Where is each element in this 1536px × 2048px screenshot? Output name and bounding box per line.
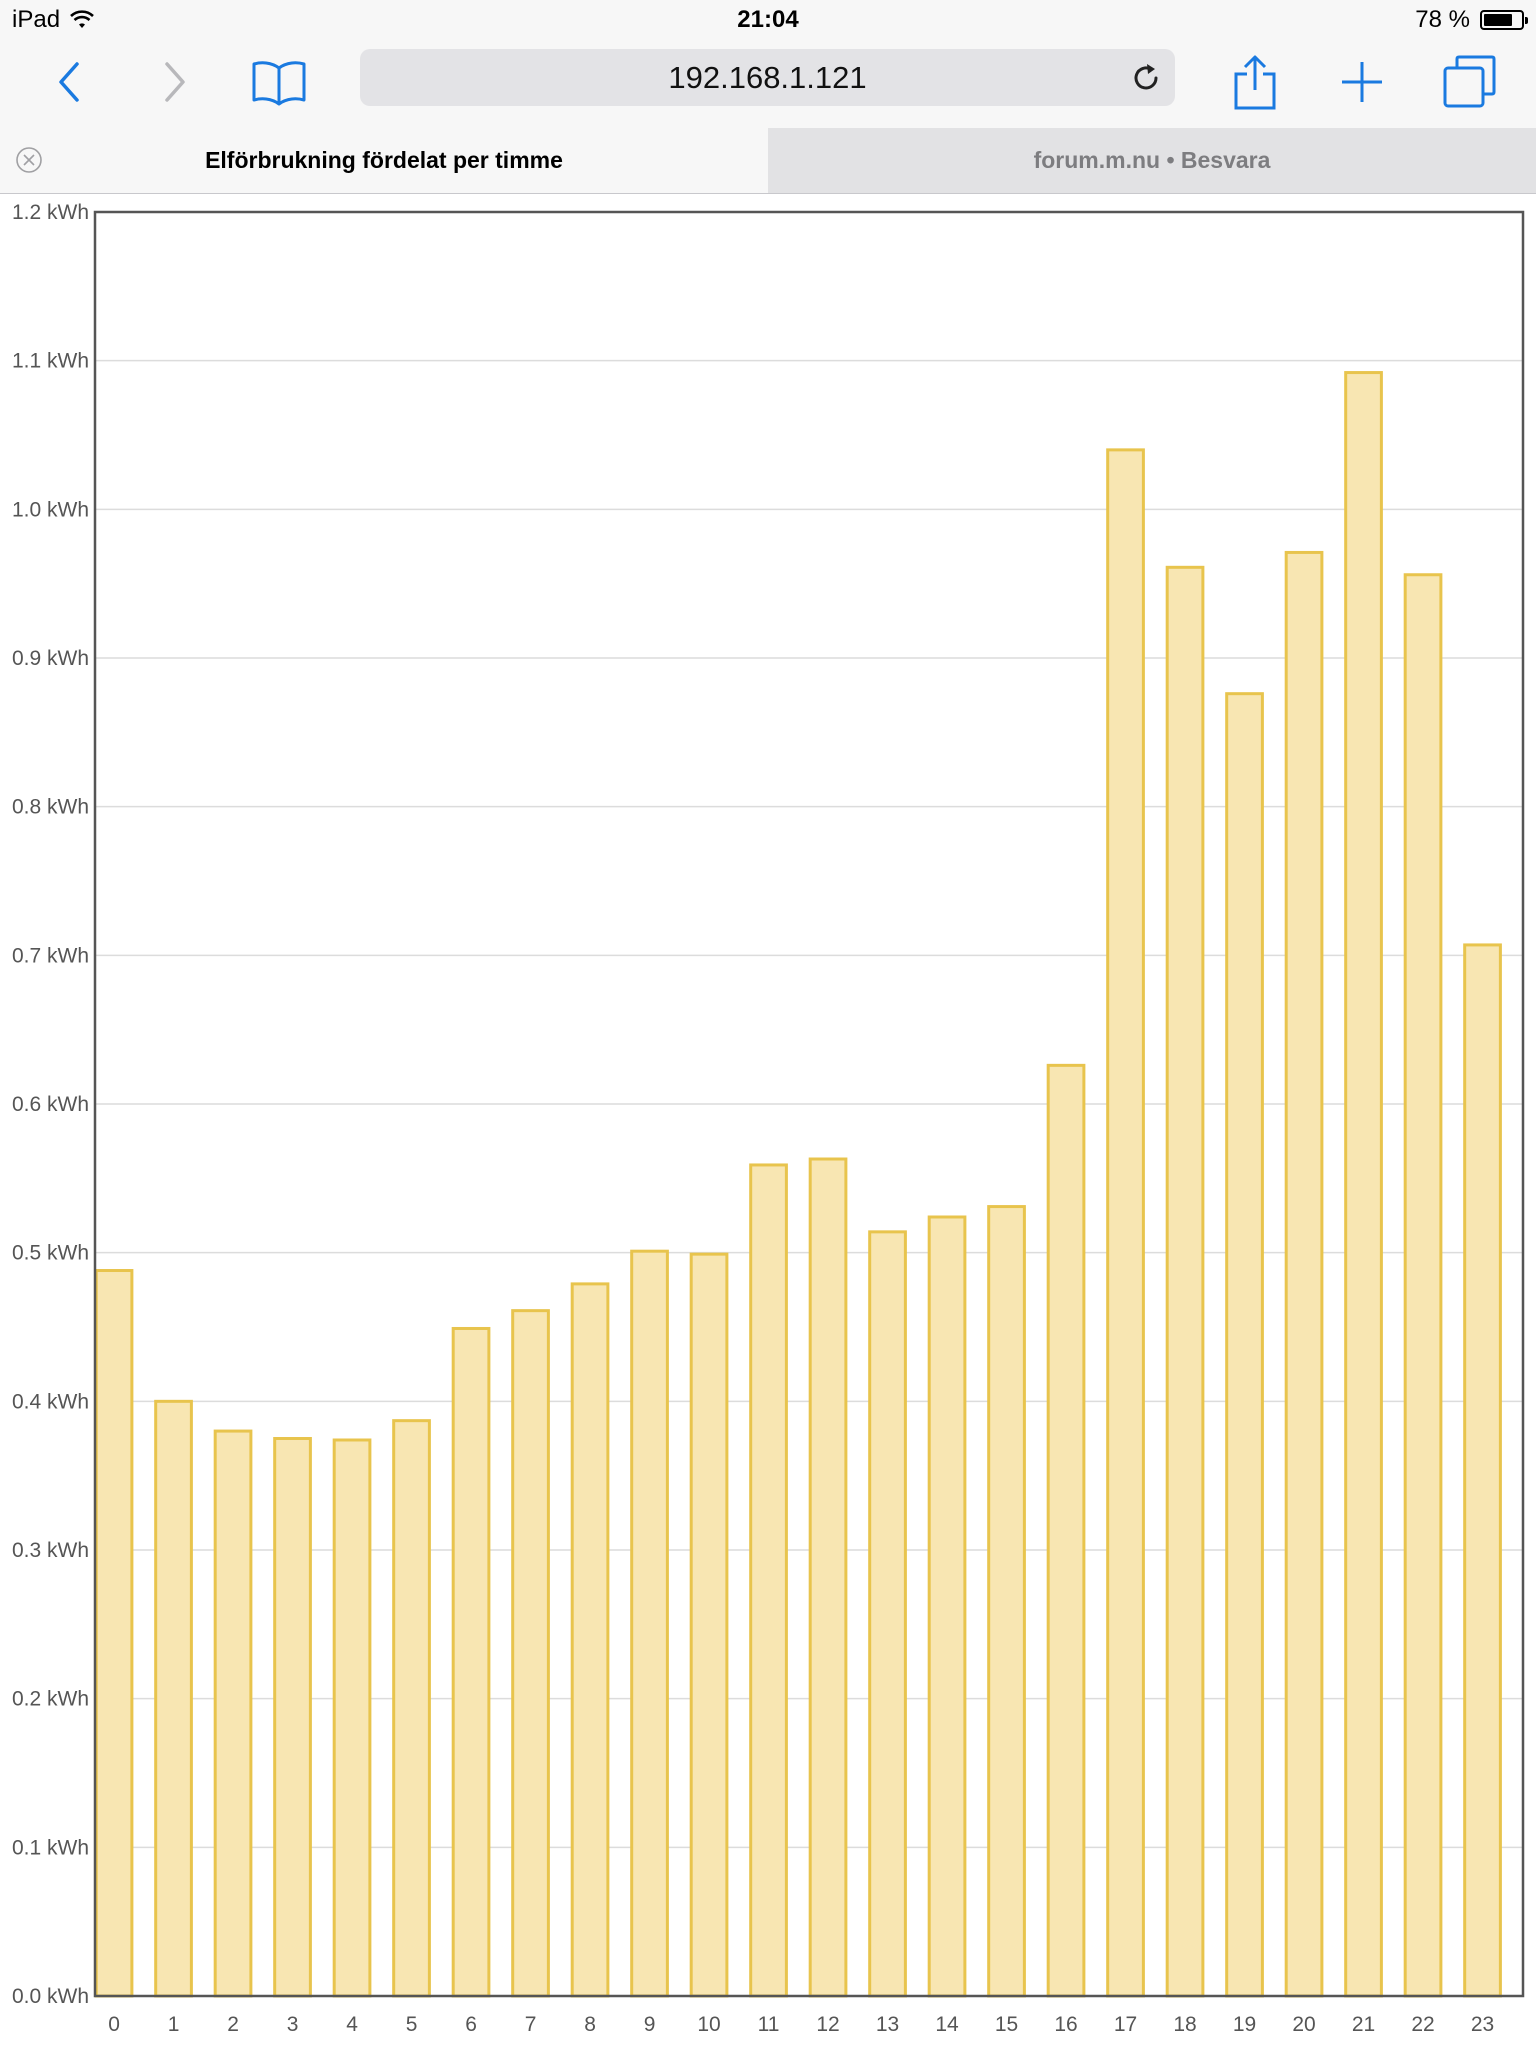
clock: 21:04 [737, 6, 799, 33]
bookmarks-button[interactable] [249, 52, 309, 112]
add-icon [1342, 62, 1382, 102]
x-tick-label: 20 [1292, 2013, 1315, 2036]
battery-fill [1484, 14, 1512, 26]
reload-icon[interactable] [1129, 61, 1163, 95]
bar-hour-13 [868, 1230, 907, 1998]
bar-hour-3 [273, 1437, 312, 1998]
bar-hour-0 [94, 1269, 134, 1998]
back-icon [59, 62, 79, 102]
x-tick-label: 14 [935, 2013, 959, 2036]
y-tick-label: 1.0 kWh [12, 498, 89, 521]
device-name: iPad [12, 6, 61, 33]
x-tick-label: 18 [1173, 2013, 1196, 2036]
x-tick-label: 3 [287, 2013, 299, 2036]
y-tick-label: 0.2 kWh [12, 1688, 89, 1711]
bar-hour-20 [1284, 550, 1324, 1998]
chart-area: 0.0 kWh 0.1 kWh 0.2 kWh 0.3 kWh 0.4 kWh 0.5 k… [0, 194, 1536, 2048]
bar-hour-4 [332, 1438, 372, 1998]
y-tick-label: 1.1 kWh [12, 350, 89, 373]
bar-hour-12 [808, 1157, 848, 1998]
bar-hour-7 [511, 1309, 550, 1998]
bar-hour-9 [630, 1249, 669, 1998]
tabs-icon [1443, 55, 1496, 108]
bar-hour-11 [749, 1163, 788, 1998]
tab-strip: Elförbrukning fördelat per timme forum.m… [0, 128, 1536, 194]
x-tick-label: 22 [1411, 2013, 1434, 2036]
tab-label: forum.m.nu • Besvara [1033, 147, 1271, 173]
x-tick-label: 5 [406, 2013, 418, 2036]
x-tick-label: 23 [1471, 2013, 1494, 2036]
bar-hour-18 [1165, 565, 1205, 1998]
bar-hour-23 [1463, 943, 1502, 1998]
bar-hour-16 [1046, 1063, 1086, 1998]
x-tick-label: 9 [644, 2013, 656, 2036]
y-tick-label: 0.4 kWh [12, 1390, 89, 1413]
x-tick-label: 1 [168, 2013, 180, 2036]
y-tick-label: 0.5 kWh [12, 1242, 89, 1265]
forward-button[interactable] [144, 52, 204, 112]
tab-forum[interactable]: forum.m.nu • Besvara [768, 128, 1536, 193]
x-tick-label: 21 [1352, 2013, 1375, 2036]
wifi-icon [70, 10, 94, 28]
x-tick-label: 10 [697, 2013, 720, 2036]
bookmarks-icon [252, 61, 306, 106]
share-button[interactable] [1225, 52, 1285, 112]
back-button[interactable] [40, 52, 100, 112]
y-tick-label: 0.8 kWh [12, 796, 89, 819]
bar-hour-22 [1403, 573, 1443, 1998]
battery-icon [1480, 10, 1528, 30]
close-tab-icon[interactable] [15, 146, 43, 174]
url-field[interactable]: 192.168.1.121 [360, 49, 1175, 106]
bar-hour-14 [927, 1215, 967, 1998]
bar-hour-5 [392, 1419, 431, 1998]
bar-hour-6 [451, 1326, 491, 1998]
x-tick-label: 11 [758, 2013, 780, 2036]
status-left: iPad [12, 6, 94, 34]
x-tick-label: 7 [525, 2013, 537, 2036]
x-tick-label: 8 [584, 2013, 596, 2036]
x-tick-label: 2 [227, 2013, 239, 2036]
x-tick-label: 16 [1054, 2013, 1077, 2036]
y-tick-label: 0.1 kWh [12, 1836, 89, 1859]
bar-hour-15 [987, 1205, 1026, 1998]
tab-label: Elförbrukning fördelat per timme [205, 147, 563, 173]
bar-hour-1 [154, 1399, 193, 1998]
x-tick-label: 6 [465, 2013, 477, 2036]
plot-frame [93, 210, 1525, 1998]
y-tick-label: 0.0 kWh [12, 1985, 89, 2008]
y-tick-label: 0.6 kWh [12, 1093, 89, 1116]
y-tick-label: 0.9 kWh [12, 647, 89, 670]
tab-elforbrukning[interactable]: Elförbrukning fördelat per timme [0, 128, 768, 193]
y-tick-label: 0.3 kWh [12, 1539, 89, 1562]
bar-chart: 0.0 kWh 0.1 kWh 0.2 kWh 0.3 kWh 0.4 kWh 0.5 k… [12, 201, 1525, 2036]
x-tick-label: 0 [108, 2013, 120, 2036]
browser-toolbar: 192.168.1.121 [0, 42, 1536, 128]
bar-hour-21 [1344, 371, 1383, 1998]
battery-percent: 78 % [1415, 6, 1470, 33]
bar-hour-17 [1106, 448, 1145, 1998]
x-tick-label: 17 [1114, 2013, 1137, 2036]
bar-hour-19 [1225, 692, 1264, 1998]
x-tick-label: 12 [816, 2013, 839, 2036]
share-icon [1234, 55, 1276, 110]
forward-icon [165, 62, 185, 102]
new-tab-button[interactable] [1332, 52, 1392, 112]
x-tick-label: 4 [346, 2013, 358, 2036]
tabs-button[interactable] [1440, 52, 1500, 112]
x-tick-label: 15 [995, 2013, 1018, 2036]
status-right: 78 % [1415, 6, 1528, 34]
url-text: 192.168.1.121 [668, 59, 867, 95]
x-tick-label: 19 [1233, 2013, 1256, 2036]
x-tick-label: 13 [876, 2013, 899, 2036]
y-tick-label: 0.7 kWh [12, 944, 89, 967]
bar-hour-10 [689, 1252, 729, 1998]
bar-hour-8 [570, 1282, 610, 1998]
bar-hour-2 [213, 1429, 253, 1998]
status-bar: iPad 21:04 78 % [0, 0, 1536, 42]
y-tick-label: 1.2 kWh [12, 201, 89, 224]
